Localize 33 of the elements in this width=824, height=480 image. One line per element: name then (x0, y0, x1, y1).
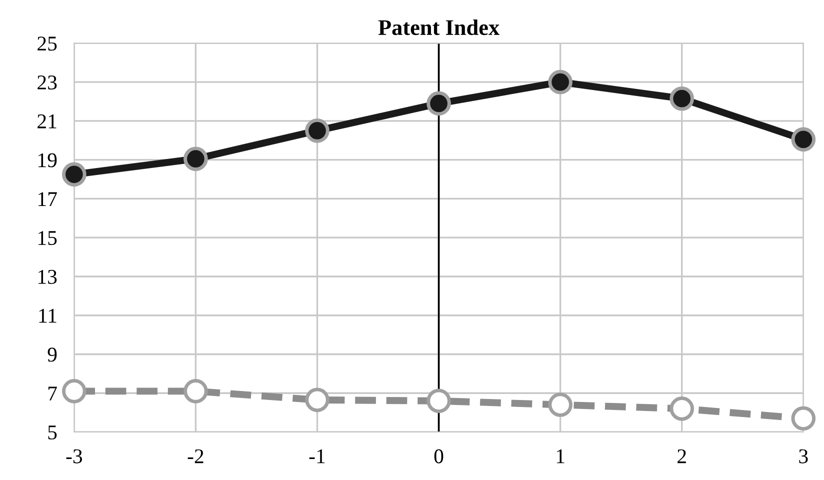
x-tick-label: 1 (556, 449, 564, 464)
point (62, 162, 86, 187)
chart-title: Patent Index (378, 19, 500, 36)
x-tick-label: -2 (188, 449, 204, 464)
point (548, 392, 572, 417)
y-tick-label: 5 (48, 426, 57, 440)
x-tick-label: -1 (309, 449, 325, 464)
point (184, 379, 208, 404)
point (305, 388, 330, 412)
x-tick-label: 2 (678, 449, 686, 464)
y-tick-label: 7 (48, 386, 57, 400)
y-tick-label: 21 (38, 114, 56, 128)
x-tick-label: -3 (66, 449, 82, 464)
y-tick-label: 17 (38, 192, 57, 206)
point (426, 91, 451, 116)
x-tick-label: 0 (434, 449, 444, 464)
point (791, 406, 816, 431)
y-tick-label: 23 (38, 76, 57, 90)
y-tick-label: 11 (39, 308, 56, 323)
point (791, 127, 816, 152)
point (62, 379, 86, 404)
point (548, 70, 572, 94)
point (184, 146, 208, 172)
y-tick-label: 19 (38, 153, 57, 168)
point (305, 118, 330, 143)
y-tick-label: 9 (48, 348, 57, 362)
x-tick-label: 3 (799, 449, 808, 464)
point (670, 396, 694, 421)
y-tick-label: 25 (38, 36, 57, 51)
point (426, 388, 451, 414)
y-tick-label: 15 (38, 231, 57, 246)
y-tick-label: 13 (38, 270, 57, 284)
point (670, 86, 694, 111)
